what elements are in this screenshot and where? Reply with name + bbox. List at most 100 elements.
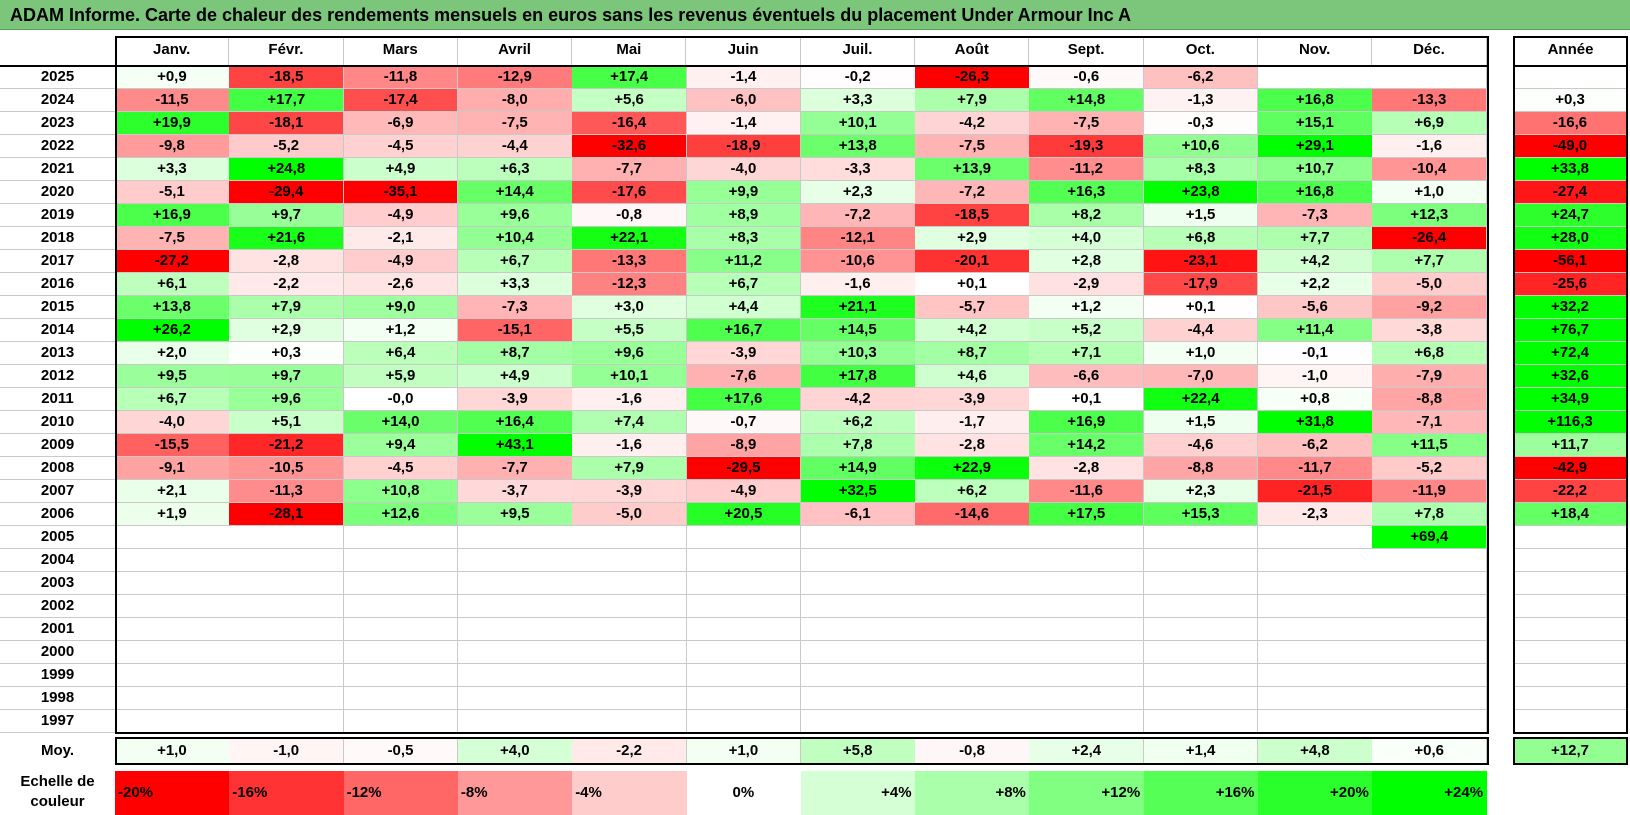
month-header: Juin — [687, 36, 801, 65]
heatmap-cell: -18,9 — [686, 135, 802, 158]
heatmap-cell: +1,2 — [343, 319, 459, 342]
heatmap-cell: +6,4 — [343, 342, 459, 365]
heatmap-cell: +0,8 — [1258, 388, 1373, 411]
heatmap-cell: -4,4 — [457, 135, 573, 158]
heatmap-cell — [686, 526, 802, 549]
heatmap-cell: -2,2 — [229, 273, 345, 296]
heatmap-cell: +14,9 — [800, 457, 916, 480]
heatmap-cell: -21,5 — [1258, 480, 1373, 503]
annual-cell: +34,9 — [1513, 388, 1628, 411]
heatmap-cell: +23,8 — [1143, 181, 1259, 204]
heatmap-cell: +5,1 — [229, 411, 345, 434]
heatmap-cell: -18,1 — [229, 112, 345, 135]
heatmap-cell — [115, 526, 230, 549]
annual-cell: +24,7 — [1513, 204, 1628, 227]
heatmap-cell: +2,3 — [1143, 480, 1259, 503]
year-label: 2020 — [0, 181, 115, 204]
heatmap-cell: +7,9 — [572, 457, 687, 480]
heatmap-cell: +11,2 — [686, 250, 802, 273]
heatmap-cell: -0,2 — [800, 66, 916, 89]
heatmap-cell — [1029, 687, 1145, 710]
heatmap-cell — [1258, 664, 1373, 687]
heatmap-cell: -0,0 — [343, 388, 459, 411]
heatmap-cell: -12,1 — [800, 227, 916, 250]
annual-cell — [1513, 526, 1628, 549]
heatmap-cell — [572, 618, 687, 641]
heatmap-cell: +13,8 — [800, 135, 916, 158]
heatmap-cell: +8,2 — [1029, 204, 1145, 227]
heatmap-cell — [343, 595, 459, 618]
heatmap-cell: -7,5 — [1029, 112, 1145, 135]
year-label: 2017 — [0, 250, 115, 273]
heatmap-cell: +5,6 — [572, 89, 687, 112]
heatmap-cell: +17,7 — [229, 89, 345, 112]
color-scale-step: +8% — [915, 771, 1030, 815]
year-label: 2015 — [0, 296, 115, 319]
heatmap-cell: -1,6 — [800, 273, 916, 296]
heatmap-cell: -26,4 — [1372, 227, 1488, 250]
heatmap-cell: +11,5 — [1372, 434, 1488, 457]
year-label: 2019 — [0, 204, 115, 227]
heatmap-cell: +16,3 — [1029, 181, 1145, 204]
heatmap-cell: -35,1 — [343, 181, 459, 204]
heatmap-cell: +4,2 — [1258, 250, 1373, 273]
heatmap-cell: +8,7 — [457, 342, 573, 365]
heatmap-cell — [800, 618, 916, 641]
heatmap-cell: +14,2 — [1029, 434, 1145, 457]
color-scale-step: 0% — [686, 771, 802, 815]
heatmap-cell: +31,8 — [1258, 411, 1373, 434]
heatmap-cell — [115, 595, 230, 618]
year-label: 2014 — [0, 319, 115, 342]
heatmap-cell: -3,9 — [915, 388, 1030, 411]
heatmap-cell: -6,9 — [343, 112, 459, 135]
heatmap-cell — [1372, 641, 1488, 664]
heatmap-cell — [1143, 641, 1259, 664]
year-label: 2013 — [0, 342, 115, 365]
heatmap-cell: +17,6 — [686, 388, 802, 411]
heatmap-cell: -3,9 — [572, 480, 687, 503]
heatmap-cell: -29,5 — [686, 457, 802, 480]
heatmap-cell: +9,5 — [115, 365, 230, 388]
heatmap-cell: -3,9 — [457, 388, 573, 411]
heatmap-cell — [1143, 526, 1259, 549]
heatmap-cell: -14,6 — [915, 503, 1030, 526]
heatmap-cell: -4,9 — [343, 250, 459, 273]
heatmap-cell — [1029, 664, 1145, 687]
heatmap-cell: +22,9 — [915, 457, 1030, 480]
heatmap-cell: -2,8 — [1029, 457, 1145, 480]
heatmap-cell — [686, 687, 802, 710]
annual-cell — [1513, 687, 1628, 710]
heatmap-cell: +1,5 — [1143, 204, 1259, 227]
heatmap-cell — [1029, 572, 1145, 595]
heatmap-cell — [343, 572, 459, 595]
heatmap-cell: +16,8 — [1258, 89, 1373, 112]
heatmap-cell: -3,8 — [1372, 319, 1488, 342]
heatmap-cell — [686, 710, 802, 733]
heatmap-cell: -8,0 — [457, 89, 573, 112]
heatmap-cell: -27,2 — [115, 250, 230, 273]
heatmap-cell — [457, 549, 573, 572]
month-header: Mai — [572, 36, 687, 65]
month-header: Juil. — [801, 36, 916, 65]
heatmap-cell — [800, 664, 916, 687]
heatmap-cell — [1143, 687, 1259, 710]
annual-cell — [1513, 618, 1628, 641]
annual-cell — [1513, 595, 1628, 618]
heatmap-cell: -29,4 — [229, 181, 345, 204]
month-header: Avril — [458, 36, 573, 65]
heatmap-cell: +15,3 — [1143, 503, 1259, 526]
average-annual-cell: +12,7 — [1513, 737, 1628, 764]
heatmap-cell: +9,6 — [229, 388, 345, 411]
year-label: 2016 — [0, 273, 115, 296]
heatmap-cell: +6,8 — [1372, 342, 1488, 365]
heatmap-cell: +10,6 — [1143, 135, 1259, 158]
heatmap-cell — [686, 641, 802, 664]
year-label: 2001 — [0, 618, 115, 641]
year-label: 2025 — [0, 66, 115, 89]
heatmap-cell: +3,0 — [572, 296, 687, 319]
heatmap-cell: +16,7 — [686, 319, 802, 342]
heatmap-cell: +7,8 — [800, 434, 916, 457]
heatmap-cell — [572, 664, 687, 687]
heatmap-cell: +20,5 — [686, 503, 802, 526]
year-label: 1999 — [0, 664, 115, 687]
